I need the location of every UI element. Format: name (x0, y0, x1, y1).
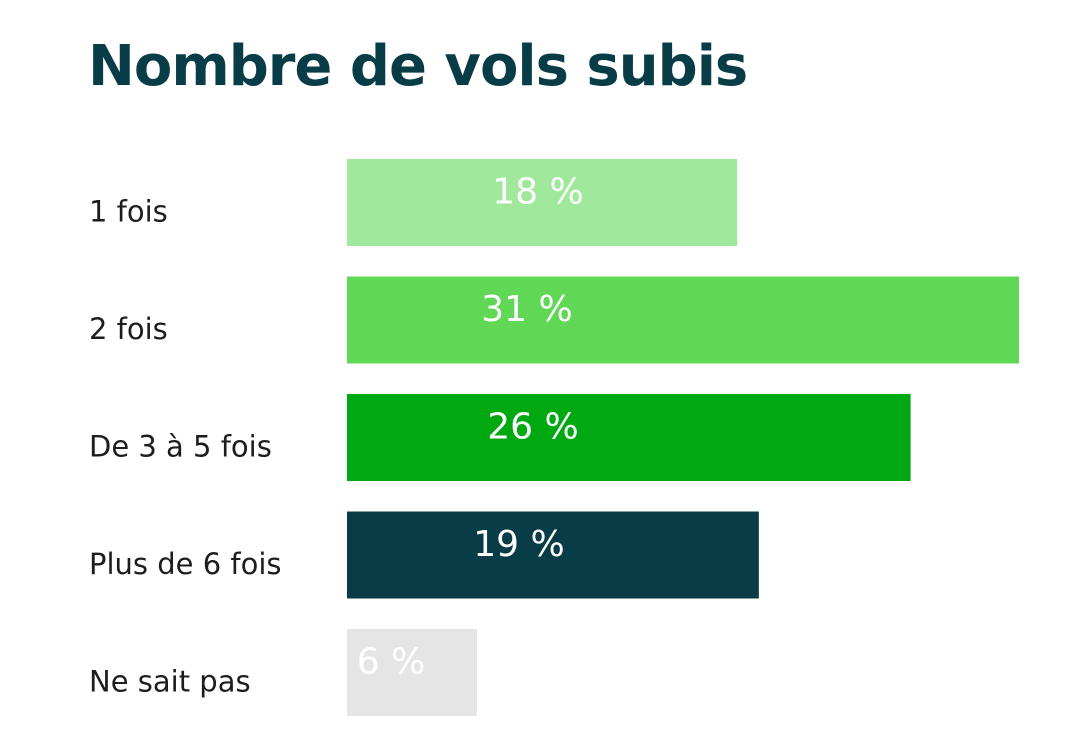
bar-2 (347, 276, 1019, 364)
category-label-3: De 3 à 5 fois (89, 430, 272, 464)
category-label-4: Plus de 6 fois (89, 547, 282, 581)
value-label-4: 19 % (473, 524, 564, 565)
bar-5 (347, 629, 478, 716)
category-label-2: 2 fois (89, 312, 168, 346)
bar-4 (347, 511, 759, 599)
chart-title: Nombre de vols subis (88, 34, 748, 99)
category-label-5: Ne sait pas (89, 665, 251, 699)
bar-1 (347, 159, 738, 246)
value-label-3: 26 % (487, 407, 578, 448)
bar-3 (347, 394, 911, 481)
category-label-1: 1 fois (89, 195, 168, 229)
value-label-1: 18 % (492, 172, 583, 213)
value-label-2: 31 % (481, 289, 572, 330)
value-label-5: 6 % (357, 642, 426, 683)
